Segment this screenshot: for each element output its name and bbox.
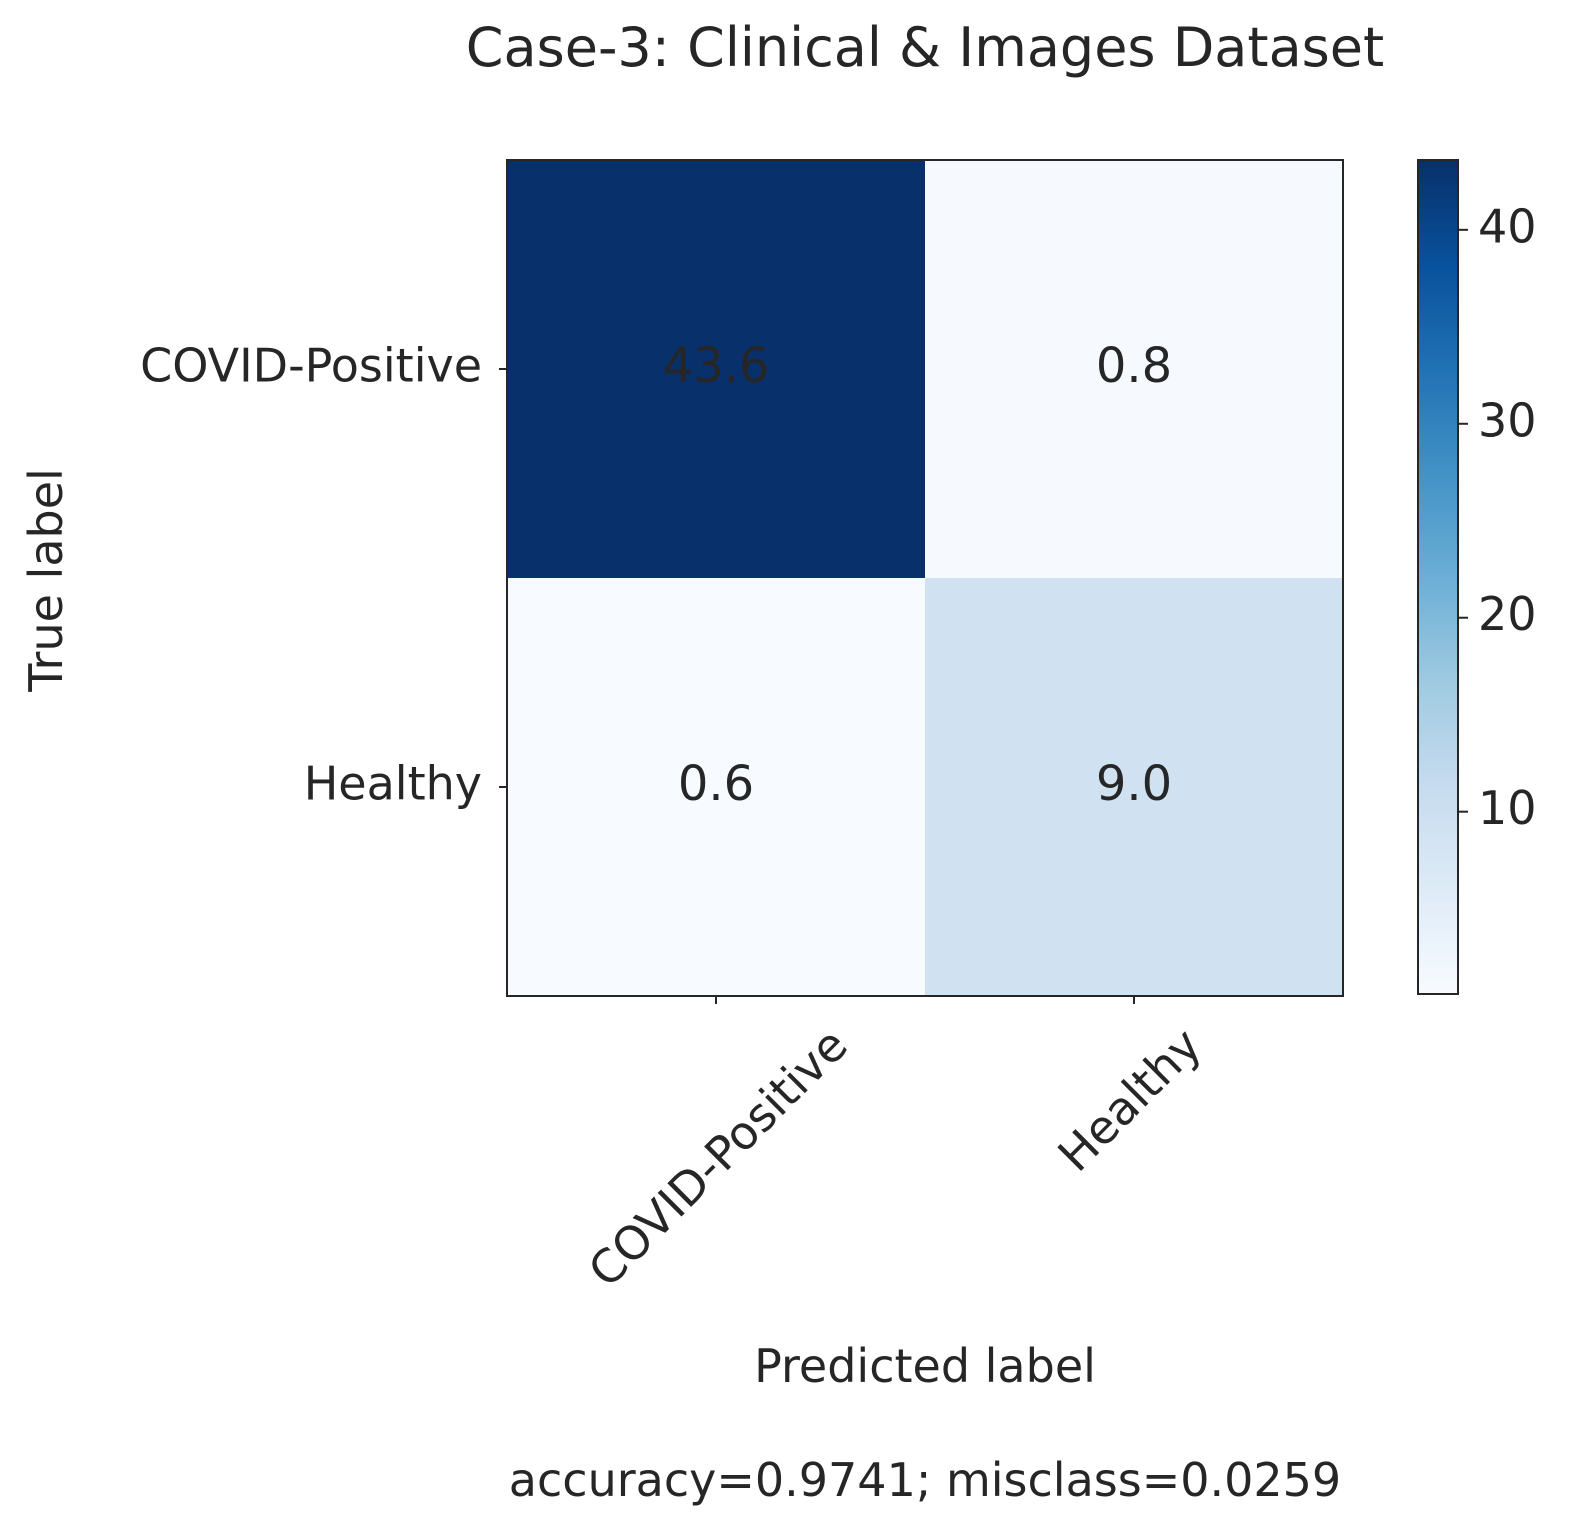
heatmap-cells	[507, 160, 1343, 996]
accuracy-footer: accuracy=0.9741; misclass=0.0259	[509, 1453, 1341, 1507]
plot-frame	[506, 159, 1344, 997]
y-axis-label: True label	[19, 468, 73, 693]
y-axis: COVID-Positive Healthy True label	[19, 339, 507, 811]
colorbar-ticks: 10 20 30 40	[1458, 199, 1537, 835]
colorbar-tick-label: 40	[1478, 199, 1537, 253]
cell-healthy-covid-positive	[507, 578, 925, 996]
x-axis-label: Predicted label	[754, 1339, 1096, 1393]
cell-covid-positive-healthy	[925, 160, 1343, 578]
cell-value-covid-positive-covid-positive: 43.6	[663, 338, 770, 394]
cell-value-healthy-covid-positive: 0.6	[678, 756, 754, 812]
colorbar-tick-label: 20	[1478, 587, 1537, 641]
cell-healthy-healthy	[925, 578, 1343, 996]
colorbar-tick-label: 10	[1478, 781, 1537, 835]
cell-value-healthy-healthy: 9.0	[1096, 756, 1172, 812]
cell-value-covid-positive-healthy: 0.8	[1096, 338, 1172, 394]
y-tick-label-covid-positive: COVID-Positive	[140, 339, 482, 393]
chart-title: Case-3: Clinical & Images Dataset	[466, 16, 1384, 79]
colorbar-tick-label: 30	[1478, 393, 1537, 447]
y-tick-label-healthy: Healthy	[304, 757, 482, 811]
x-tick-label-healthy: Healthy	[1048, 1018, 1212, 1182]
x-axis: COVID-Positive Healthy Predicted label	[578, 996, 1212, 1393]
colorbar-gradient	[1417, 159, 1459, 995]
x-tick-label-covid-positive: COVID-Positive	[578, 1018, 858, 1298]
cell-covid-positive-covid-positive	[507, 160, 925, 578]
cell-value-labels: 43.6 0.8 0.6 9.0	[663, 338, 1173, 812]
colorbar: 10 20 30 40	[1417, 159, 1537, 995]
